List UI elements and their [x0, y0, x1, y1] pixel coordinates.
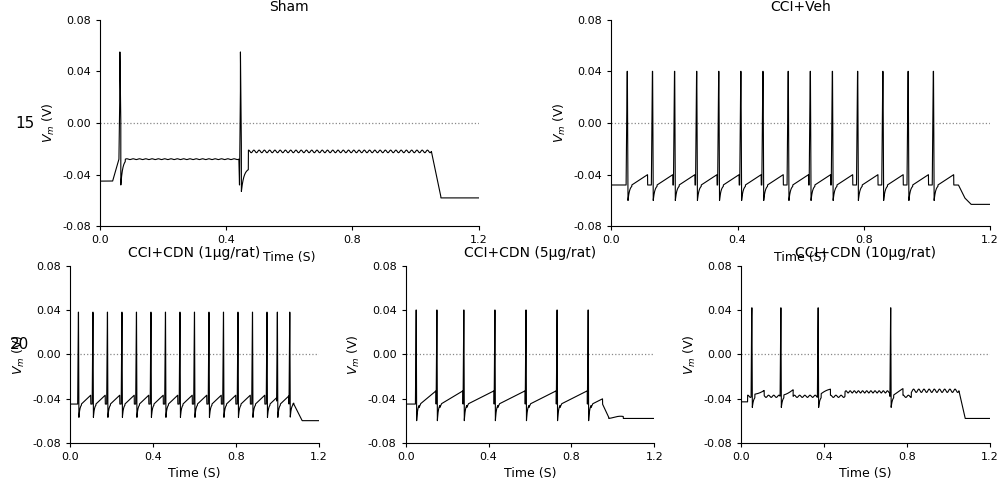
Title: CCI+Veh: CCI+Veh [770, 0, 831, 14]
Y-axis label: $V_m$ (V): $V_m$ (V) [552, 103, 568, 143]
X-axis label: Time (S): Time (S) [263, 251, 316, 264]
Y-axis label: $V_m$ (V): $V_m$ (V) [682, 334, 698, 374]
Y-axis label: $V_m$ (V): $V_m$ (V) [346, 334, 362, 374]
Y-axis label: $V_m$ (V): $V_m$ (V) [11, 334, 27, 374]
Text: 20: 20 [10, 337, 29, 352]
X-axis label: Time (S): Time (S) [168, 467, 221, 480]
X-axis label: Time (S): Time (S) [839, 467, 892, 480]
Title: CCI+CDN (5μg/rat): CCI+CDN (5μg/rat) [464, 246, 596, 260]
Title: CCI+CDN (10μg/rat): CCI+CDN (10μg/rat) [795, 246, 936, 260]
X-axis label: Time (S): Time (S) [774, 251, 827, 264]
Y-axis label: $V_m$ (V): $V_m$ (V) [41, 103, 57, 143]
Text: 15: 15 [15, 116, 34, 130]
Title: Sham: Sham [270, 0, 309, 14]
X-axis label: Time (S): Time (S) [504, 467, 556, 480]
Title: CCI+CDN (1μg/rat): CCI+CDN (1μg/rat) [128, 246, 260, 260]
